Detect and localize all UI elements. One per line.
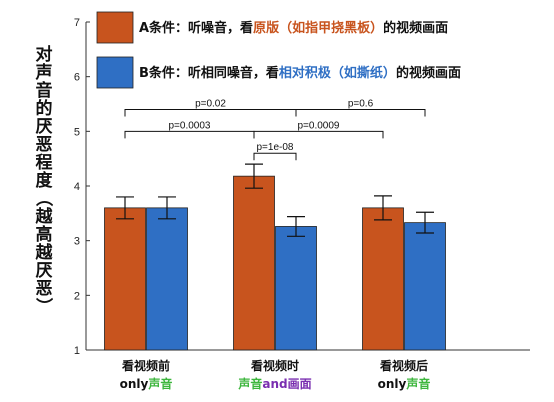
category-sublabel-part: and (262, 377, 287, 391)
bar-b-0 (146, 207, 188, 351)
bar-a-1 (233, 175, 275, 351)
y-tick-label: 4 (74, 181, 80, 193)
category-label: 看视频前 (122, 358, 170, 373)
significance-bracket (295, 108, 426, 117)
category-sublabel: 声音and画面 (237, 376, 311, 391)
legend-swatch-b (96, 56, 134, 89)
p-value-label: p=0.6 (348, 98, 374, 109)
category-label: 看视频后 (380, 358, 428, 373)
y-axis-label-char: 音 (36, 80, 53, 101)
legend-entry-part: 原版（如指甲挠黑板） (253, 20, 383, 36)
significance-bracket (253, 130, 384, 139)
legend-entry-part: 的视频画面 (396, 65, 461, 81)
category-sublabel: only声音 (378, 376, 431, 391)
y-tick-label: 5 (74, 126, 80, 138)
legend-entry-part: 相对积极（如撕纸） (279, 65, 396, 81)
significance-bracket (253, 152, 297, 161)
category-label: 看视频时 (251, 358, 299, 373)
y-axis-label-char: 越 (35, 206, 54, 227)
category-sublabel-part: 声音 (147, 376, 172, 391)
category-sublabel-part: only (120, 377, 149, 391)
y-tick-label: 3 (74, 236, 80, 248)
legend-entry-part: B条件：听相同噪音，看 (139, 65, 279, 81)
bars (104, 163, 446, 351)
legend-entry-a: A条件：听噪音，看原版（如指甲挠黑板）的视频画面 (139, 20, 448, 36)
y-tick-label: 2 (74, 290, 80, 302)
y-axis-label-char: 程 (36, 153, 53, 173)
y-tick-label: 7 (74, 17, 80, 29)
bar-b-1 (275, 226, 317, 351)
y-axis-label-char: 厌 (36, 117, 53, 137)
p-value-label: p=0.02 (195, 98, 226, 109)
category-sublabel-part: 画面 (288, 377, 312, 391)
y-axis-label-char: 声 (35, 62, 53, 83)
y-tick-label: 1 (74, 345, 80, 357)
y-axis-label-char: 度 (36, 170, 54, 191)
y-tick-label: 6 (74, 72, 80, 84)
category-sublabel: only声音 (120, 376, 173, 391)
y-axis-label-char: 恶 (36, 135, 53, 155)
y-axis-label-char: 恶 (36, 279, 53, 299)
y-axis-label-char: 厌 (36, 261, 53, 281)
legend-entry-b: B条件：听相同噪音，看相对积极（如撕纸）的视频画面 (139, 65, 461, 81)
category-sublabel-part: 声音 (405, 376, 430, 391)
bar-a-2 (362, 207, 404, 351)
significance-bracket (124, 108, 297, 117)
bar-a-0 (104, 207, 146, 351)
legend: A条件：听噪音，看原版（如指甲挠黑板）的视频画面B条件：听相同噪音，看相对积极（… (96, 11, 461, 89)
category-sublabel-part: 声音 (237, 376, 262, 391)
y-axis-label-char: 的 (36, 98, 53, 119)
y-axis-label-char: （ (33, 190, 54, 207)
p-value-label: p=0.0009 (298, 120, 340, 131)
legend-entry-part: 的视频画面 (383, 20, 448, 36)
legend-entry-part: A条件：听噪音，看 (139, 20, 253, 36)
y-axis-label-char: 越 (35, 242, 54, 263)
category-sublabel-part: only (378, 377, 407, 391)
p-value-label: p=1e-08 (257, 142, 294, 153)
y-ticks: 1 2 3 4 5 6 7 (74, 17, 90, 357)
y-axis-label-char: 高 (36, 224, 53, 245)
y-axis-label-char: ） (33, 298, 54, 315)
bar-b-2 (404, 222, 446, 351)
legend-swatch-a (96, 11, 134, 44)
significance-bracket (124, 130, 255, 139)
significance-annotations: p=0.02 p=0.6 p=0.0003 p=0.0009 p=1e-08 (124, 98, 426, 161)
p-value-label: p=0.0003 (169, 120, 211, 131)
y-axis-label-char: 对 (36, 44, 53, 65)
